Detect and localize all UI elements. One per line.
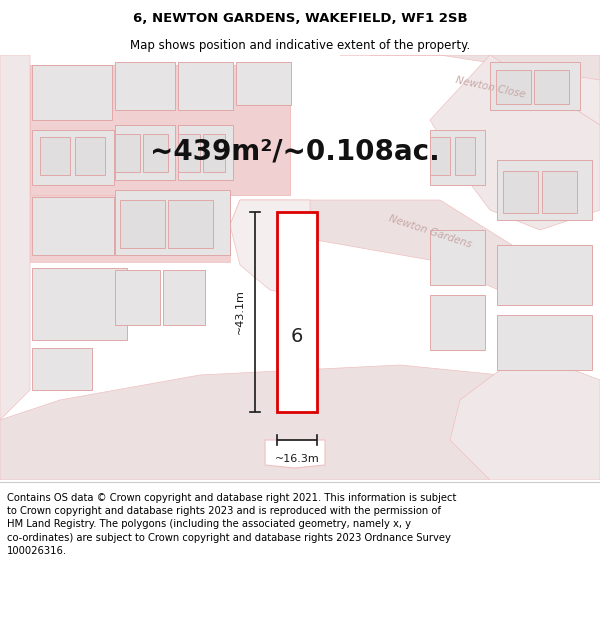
Bar <box>496 70 531 104</box>
Bar <box>534 70 569 104</box>
Bar <box>455 137 475 175</box>
Text: ~16.3m: ~16.3m <box>275 454 319 464</box>
Bar <box>75 137 105 175</box>
Bar <box>430 130 485 185</box>
Polygon shape <box>340 55 600 125</box>
Bar <box>168 200 213 248</box>
Bar <box>430 230 485 285</box>
Text: ~43.1m: ~43.1m <box>235 289 245 334</box>
Bar <box>236 62 291 105</box>
Bar <box>497 245 592 305</box>
Bar <box>503 171 538 213</box>
Text: ~439m²/~0.108ac.: ~439m²/~0.108ac. <box>150 138 440 166</box>
Polygon shape <box>430 55 600 230</box>
Text: Contains OS data © Crown copyright and database right 2021. This information is : Contains OS data © Crown copyright and d… <box>7 493 457 556</box>
Text: Newton Close: Newton Close <box>454 75 526 99</box>
Bar <box>178 62 233 110</box>
Polygon shape <box>265 440 325 468</box>
Bar <box>115 134 140 172</box>
Bar <box>115 125 175 180</box>
Bar <box>542 171 577 213</box>
Bar <box>115 270 160 325</box>
Bar <box>32 268 127 340</box>
Bar <box>163 270 205 325</box>
Bar <box>32 65 112 120</box>
Bar <box>497 315 592 370</box>
Bar <box>115 62 175 110</box>
Bar <box>32 348 92 390</box>
Bar <box>143 134 168 172</box>
Polygon shape <box>0 55 30 420</box>
Text: 6, NEWTON GARDENS, WAKEFIELD, WF1 2SB: 6, NEWTON GARDENS, WAKEFIELD, WF1 2SB <box>133 12 467 25</box>
Bar <box>115 190 230 255</box>
Text: 6: 6 <box>291 326 303 346</box>
Bar <box>430 137 450 175</box>
Bar <box>32 130 114 185</box>
Polygon shape <box>0 365 600 480</box>
Bar <box>430 295 485 350</box>
Text: Newton Gardens: Newton Gardens <box>387 214 473 250</box>
Bar <box>497 160 592 220</box>
Text: Map shows position and indicative extent of the property.: Map shows position and indicative extent… <box>130 39 470 51</box>
Bar <box>203 134 225 172</box>
Bar <box>178 125 233 180</box>
Polygon shape <box>30 65 290 195</box>
Bar <box>490 62 580 110</box>
Polygon shape <box>370 55 600 80</box>
Bar <box>40 137 70 175</box>
Bar <box>178 134 200 172</box>
Polygon shape <box>450 365 600 480</box>
Bar <box>32 197 114 255</box>
Polygon shape <box>230 200 310 295</box>
Polygon shape <box>30 195 230 262</box>
Polygon shape <box>230 200 540 295</box>
Bar <box>277 212 317 412</box>
Bar <box>120 200 165 248</box>
